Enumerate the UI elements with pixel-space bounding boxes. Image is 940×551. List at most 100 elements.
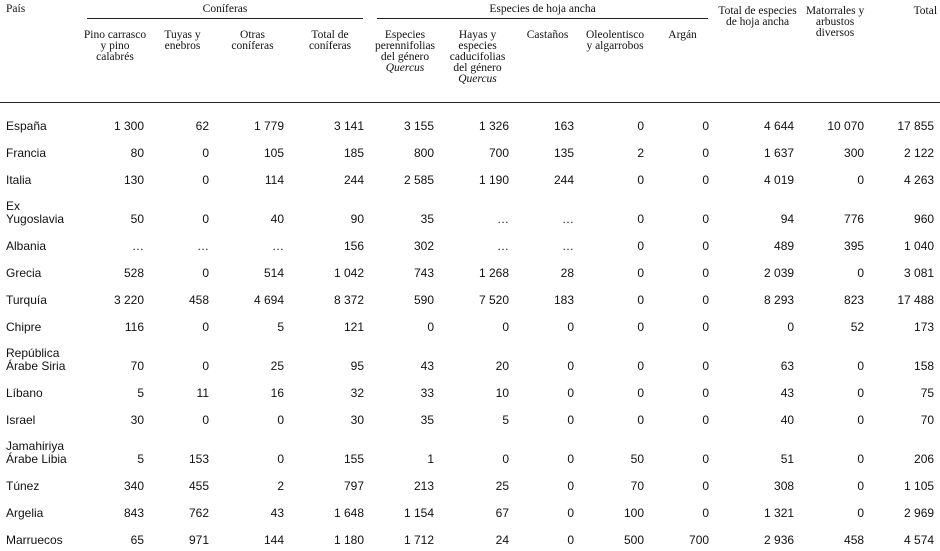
column-label: Hayas y especies caducifolias del género	[449, 29, 506, 74]
country-cell: Ex Yugoslavia	[6, 199, 65, 226]
value-cell: 2 585	[404, 173, 435, 187]
value-cell: 0	[567, 533, 575, 547]
table-row: Israel 30 0 0 30 35 5 0 0 0 40 0 70	[0, 404, 940, 431]
country-cell: España	[6, 119, 47, 133]
value-cell: 135	[554, 146, 575, 160]
table-row: Túnez 340 455 2 797 213 25 0 70 0 308 0 1 105	[0, 470, 940, 497]
value-cell: 0	[857, 173, 865, 187]
value-cell: 458	[188, 293, 209, 307]
value-cell: 1 648	[334, 506, 365, 520]
value-cell: 395	[844, 239, 865, 253]
value-cell: 1 637	[764, 146, 795, 160]
value-cell: 0	[277, 452, 284, 466]
value-cell: 0	[702, 119, 710, 133]
value-cell: 0	[702, 386, 710, 400]
value-cell: 17 855	[897, 119, 935, 133]
value-cell: 2 969	[904, 506, 935, 520]
value-cell: 4 263	[904, 173, 935, 187]
value-cell: 0	[702, 320, 710, 334]
value-cell: 797	[344, 479, 365, 493]
value-cell: 0	[427, 320, 435, 334]
group-label: Especies de hoja ancha	[377, 3, 709, 19]
value-cell: …	[497, 239, 510, 253]
value-cell: 5	[277, 320, 284, 334]
value-cell: 489	[774, 239, 795, 253]
value-cell: …	[197, 239, 209, 253]
table-row: Francia 80 0 105 185 800 700 135 2 0 1 637 300 2 122	[0, 137, 940, 164]
value-cell: 0	[702, 479, 710, 493]
value-cell: 4 694	[253, 293, 284, 307]
value-cell: 33	[420, 386, 435, 400]
value-cell: 0	[637, 386, 645, 400]
value-cell: 10	[495, 386, 510, 400]
value-cell: 0	[702, 173, 710, 187]
value-cell: 0	[637, 413, 645, 427]
value-cell: 1 154	[404, 506, 435, 520]
table-row: Ex Yugoslavia 50 0 40 90 35 … … 0 0 94 776 960	[0, 191, 940, 230]
country-cell: Grecia	[6, 266, 42, 280]
value-cell: 700	[489, 146, 510, 160]
value-cell: 528	[123, 266, 144, 280]
value-cell: 500	[624, 533, 645, 547]
value-cell: 30	[350, 413, 365, 427]
value-cell: 43	[780, 386, 795, 400]
value-cell: 1 712	[404, 533, 435, 547]
value-cell: 183	[554, 293, 575, 307]
value-cell: 43	[270, 506, 284, 520]
value-cell: 114	[264, 173, 284, 187]
value-cell: 0	[567, 506, 575, 520]
value-cell: 67	[495, 506, 510, 520]
value-cell: 7 520	[479, 293, 510, 307]
value-cell: 514	[263, 266, 284, 280]
table-row: Argelia 843 762 43 1 648 1 154 67 0 100 0 1 321 0 2 …	[0, 497, 940, 524]
value-cell: 51	[780, 452, 795, 466]
value-cell: 0	[202, 359, 209, 373]
value-cell: 1 040	[904, 239, 935, 253]
value-cell: 1 105	[904, 479, 935, 493]
value-cell: 11	[196, 386, 209, 400]
column-label: Castaños	[526, 29, 569, 41]
value-cell: 0	[637, 239, 645, 253]
value-cell: 70	[130, 359, 144, 373]
value-cell: 2	[277, 479, 284, 493]
value-cell: 0	[637, 266, 645, 280]
value-cell: 2 936	[764, 533, 795, 547]
column-header: Pino carrasco y pino calabrés	[80, 24, 150, 103]
value-cell: 0	[702, 146, 710, 160]
value-cell: 0	[202, 413, 209, 427]
value-cell: 960	[914, 212, 935, 226]
country-cell: Chipre	[6, 320, 42, 334]
value-cell: 0	[202, 266, 209, 280]
country-cell: Argelia	[6, 506, 44, 520]
country-cell: Turquía	[6, 293, 47, 307]
value-cell: 0	[857, 359, 865, 373]
value-cell: 843	[123, 506, 144, 520]
value-cell: 0	[702, 413, 710, 427]
value-cell: 0	[502, 452, 510, 466]
group-header: Especies de hoja ancha	[370, 0, 715, 24]
value-cell: 8 372	[334, 293, 365, 307]
column-label: Otras coníferas	[231, 29, 274, 52]
header-group-row: País Coníferas Especies de hoja ancha Total…	[0, 0, 940, 103]
value-cell: …	[497, 212, 510, 226]
value-cell: 1 779	[253, 119, 284, 133]
value-cell: 0	[702, 212, 710, 226]
table-row: Turquía 3 220 458 4 694 8 372 590 7 520 183 0 0 8 …	[0, 284, 940, 311]
value-cell: 4 574	[904, 533, 935, 547]
column-label-italic: Quercus	[458, 73, 497, 85]
country-cell: Israel	[6, 413, 36, 427]
value-cell: 156	[344, 239, 365, 253]
value-cell: 1 321	[764, 506, 795, 520]
extra-header: Matorrales y arbustos diversos	[800, 0, 871, 103]
value-cell: …	[562, 212, 575, 226]
value-cell: …	[272, 239, 284, 253]
value-cell: 0	[567, 359, 575, 373]
value-cell: 0	[637, 320, 645, 334]
value-cell: 70	[920, 413, 935, 427]
value-cell: 17 488	[897, 293, 935, 307]
value-cell: 4 644	[764, 119, 795, 133]
value-cell: 95	[350, 359, 365, 373]
column-label: Total de coníferas	[308, 29, 352, 52]
value-cell: 4 019	[764, 173, 795, 187]
